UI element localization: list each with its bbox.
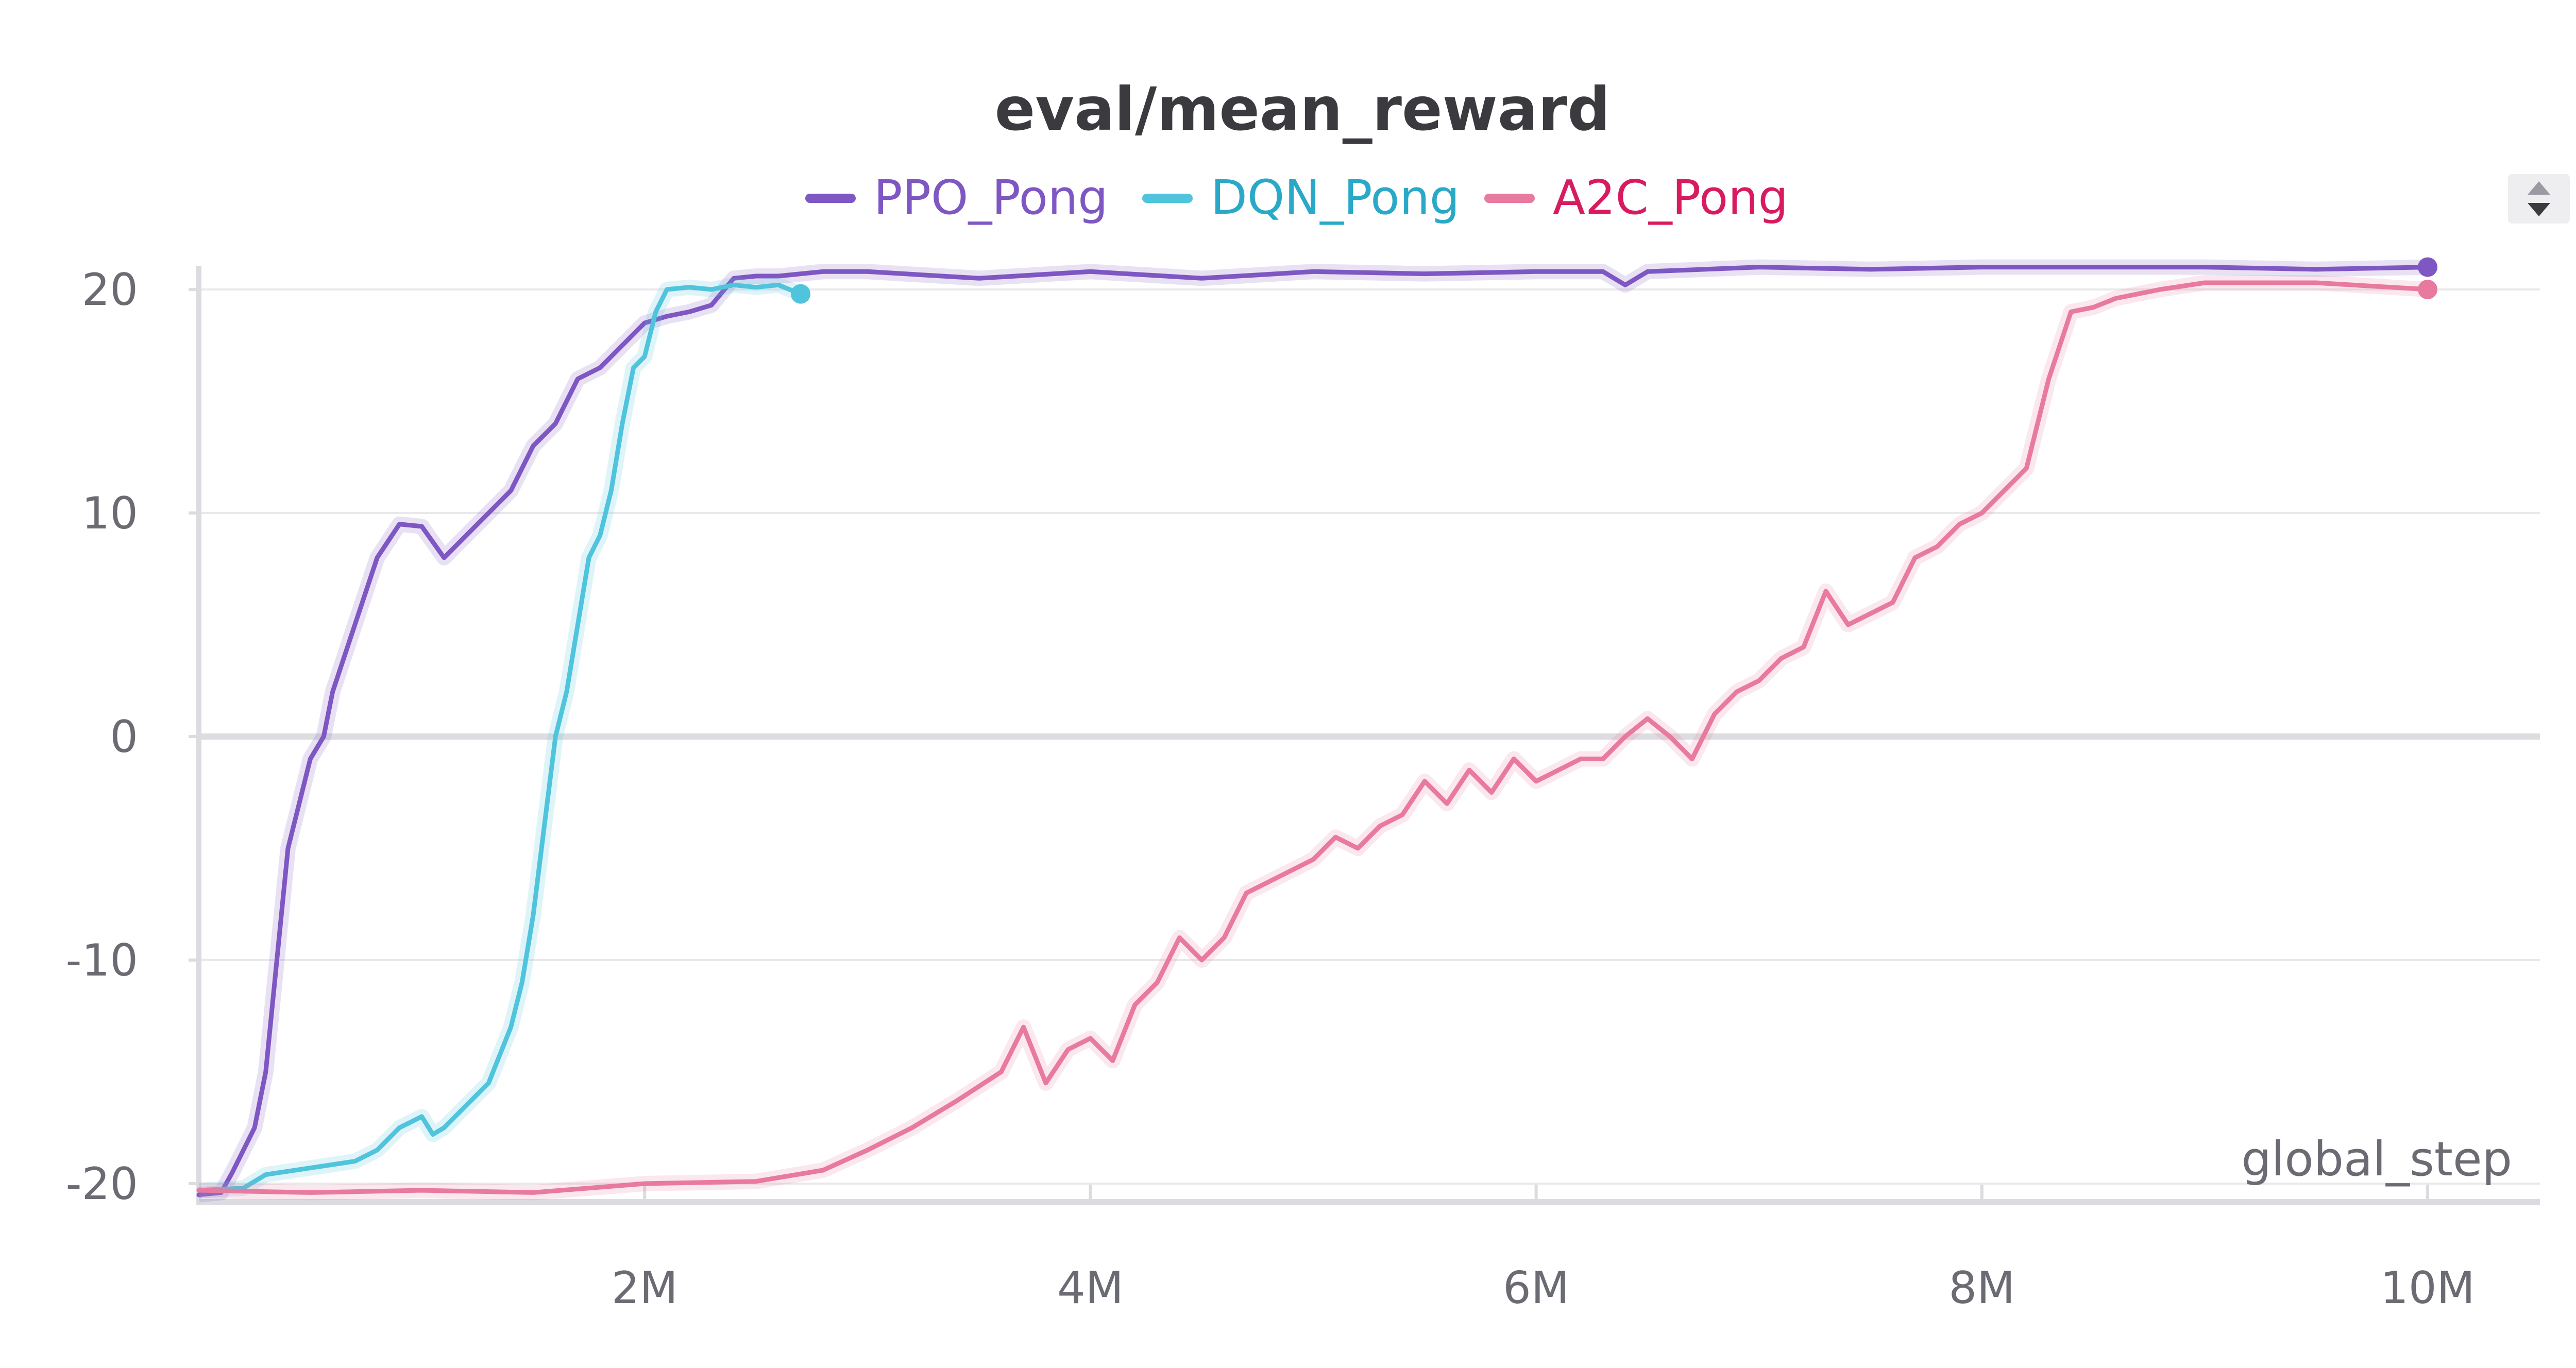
x-tick-label: 6M	[1503, 1262, 1569, 1314]
series-line-dqn	[196, 282, 803, 1193]
x-tick-label: 2M	[612, 1262, 678, 1314]
y-tick-label: -20	[66, 1158, 138, 1210]
series-line-ppo	[196, 265, 2430, 1198]
y-tick-label: 10	[82, 488, 138, 539]
series-endpoint-a2c	[2418, 280, 2437, 299]
series-endpoint-dqn	[791, 284, 811, 304]
legend: PPO_Pong DQN_Pong A2C_Pong	[805, 170, 1788, 225]
series-endpoint-ppo	[2418, 257, 2437, 277]
legend-item-dqn[interactable]: DQN_Pong	[1142, 170, 1460, 225]
y-tick-label: -10	[66, 935, 138, 986]
legend-label-ppo: PPO_Pong	[874, 170, 1108, 225]
legend-item-ppo[interactable]: PPO_Pong	[805, 170, 1108, 225]
up-down-arrows-icon[interactable]	[2508, 174, 2570, 224]
y-tick-label: 20	[82, 264, 138, 316]
chart-title: eval/mean_reward	[995, 75, 1611, 144]
x-axis-ticks: 2M 4M 6M 8M 10M	[612, 1185, 2475, 1314]
y-axis-ticks: 20 10 0 -10 -20	[66, 264, 199, 1210]
legend-label-a2c: A2C_Pong	[1553, 170, 1788, 225]
x-axis-label: global_step	[2241, 1132, 2512, 1187]
series-lines	[196, 257, 2437, 1203]
y-tick-label: 0	[110, 711, 138, 763]
series-line-a2c	[196, 280, 2430, 1195]
x-tick-label: 4M	[1057, 1262, 1124, 1314]
series-band-ppo	[198, 259, 2428, 1203]
legend-label-dqn: DQN_Pong	[1211, 170, 1460, 225]
x-tick-label: 8M	[1948, 1262, 2015, 1314]
legend-item-a2c[interactable]: A2C_Pong	[1484, 170, 1788, 225]
x-tick-label: 10M	[2380, 1262, 2475, 1314]
